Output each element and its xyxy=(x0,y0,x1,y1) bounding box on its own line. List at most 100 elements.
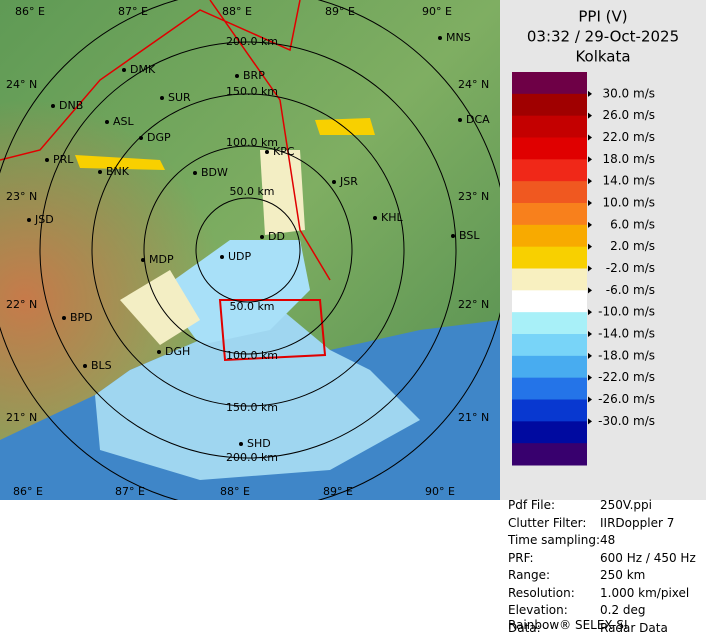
info-value: 250 km xyxy=(600,568,646,582)
color-box xyxy=(512,203,587,226)
legend-arrow xyxy=(588,265,592,272)
echo xyxy=(120,270,200,345)
city-dot xyxy=(27,218,31,222)
panel-title: PPI (V) xyxy=(578,8,627,26)
city-dot xyxy=(122,68,126,72)
ring xyxy=(39,41,457,459)
ring-label: 50.0 km xyxy=(229,185,274,198)
city-dot xyxy=(105,120,109,124)
lon-label: 88° E xyxy=(222,5,252,18)
city-label: JSR xyxy=(339,175,358,188)
info-label: Elevation: xyxy=(508,603,568,617)
ring-label: 200.0 km xyxy=(226,451,278,464)
city-dot xyxy=(220,255,224,259)
city-label: BPD xyxy=(70,311,93,324)
legend-panel: PPI (V) 03:32 / 29-Oct-2025 Kolkata 30.0… xyxy=(500,0,706,500)
legend-arrow xyxy=(588,352,592,359)
legend-label: -22.0 m/s xyxy=(598,370,655,384)
lon-label: 87° E xyxy=(115,485,145,498)
lat-label: 23° N xyxy=(6,190,37,203)
echo xyxy=(75,155,165,170)
info-label: Range: xyxy=(508,568,551,582)
city-label: DGH xyxy=(165,345,190,358)
city-label: PRL xyxy=(53,153,74,166)
legend-arrow xyxy=(588,287,592,294)
lon-label: 90° E xyxy=(422,5,452,18)
ring-label: 50.0 km xyxy=(229,300,274,313)
city-dot xyxy=(438,36,442,40)
color-box xyxy=(512,443,587,466)
info-value: IIRDoppler 7 xyxy=(600,515,675,530)
legend-label: 18.0 m/s xyxy=(602,152,655,166)
legend-label: -10.0 m/s xyxy=(598,305,655,319)
info-label: PRF: xyxy=(508,550,534,565)
legend-label: 22.0 m/s xyxy=(602,130,655,144)
legend-arrow xyxy=(588,243,592,250)
border xyxy=(0,0,331,281)
city-dot xyxy=(373,216,377,220)
legend-arrow xyxy=(588,134,592,141)
ring-label: 150.0 km xyxy=(226,401,278,414)
city-label: ASL xyxy=(113,115,135,128)
lat-label: 22° N xyxy=(6,298,37,311)
lat-label: 23° N xyxy=(458,190,489,203)
color-box xyxy=(512,224,587,248)
city-dot xyxy=(141,258,145,262)
lat-label: 21° N xyxy=(6,411,37,424)
color-box xyxy=(512,115,587,138)
legend-label: 26.0 m/s xyxy=(602,108,655,122)
city-label: DMK xyxy=(130,63,156,76)
city-label: DGP xyxy=(147,131,171,144)
ring xyxy=(143,145,353,355)
city-label: MDP xyxy=(149,253,174,266)
info-label: Pdf File: xyxy=(508,498,556,512)
city-dot xyxy=(332,180,336,184)
radar-map: 86° E 87° E 88° E 89° E 90° E 86° E 87° E 88° E… xyxy=(0,0,500,500)
echo xyxy=(315,118,375,135)
city-dot xyxy=(239,442,243,446)
city-label: SUR xyxy=(168,91,191,104)
legend-arrow xyxy=(588,331,592,337)
legend-arrow xyxy=(588,374,592,381)
city-dot xyxy=(160,96,164,100)
city-label: BRP xyxy=(243,69,265,82)
info-value: 0.2 deg xyxy=(600,603,646,617)
lon-label: 89° E xyxy=(325,5,355,18)
city-dot xyxy=(265,150,269,154)
lon-label: 89° E xyxy=(323,485,353,498)
legend-label: 10.0 m/s xyxy=(602,196,655,210)
city-label: BSL xyxy=(459,229,480,242)
city-label: KPC xyxy=(273,145,295,158)
color-box xyxy=(512,312,587,335)
city-dot xyxy=(260,235,264,239)
color-box xyxy=(512,159,587,182)
info-value: 1.000 km/pixel xyxy=(600,585,690,600)
info-value: 600 Hz / 450 Hz xyxy=(600,550,696,565)
legend-label: -6.0 m/s xyxy=(606,283,655,297)
range-rings xyxy=(0,0,500,500)
city-dot xyxy=(139,136,143,140)
legend-arrow xyxy=(588,418,592,425)
legend-arrow xyxy=(588,156,592,163)
color-box xyxy=(512,355,587,379)
city-label: SHD xyxy=(247,437,271,450)
info-label: Clutter Filter: xyxy=(508,515,587,530)
city-dot xyxy=(193,171,197,175)
ring xyxy=(195,197,301,303)
datetime: 03:32 / 29-Oct-2025 xyxy=(527,28,679,46)
ring-label: 100.0 km xyxy=(226,136,278,149)
legend-label: -14.0 m/s xyxy=(598,327,655,341)
city-dot xyxy=(51,104,55,108)
city-label: BDW xyxy=(201,166,228,179)
color-box xyxy=(512,399,587,422)
lat-label: 21° N xyxy=(458,411,489,424)
legend-arrow xyxy=(588,396,592,403)
legend-arrow xyxy=(588,221,592,228)
lat-label: 24° N xyxy=(6,78,37,91)
city-label: DD xyxy=(268,230,285,243)
legend-label: 14.0 m/s xyxy=(602,174,655,188)
legend-label: -26.0 m/s xyxy=(598,392,655,406)
color-box xyxy=(512,421,587,444)
city-label: KHL xyxy=(381,211,403,224)
